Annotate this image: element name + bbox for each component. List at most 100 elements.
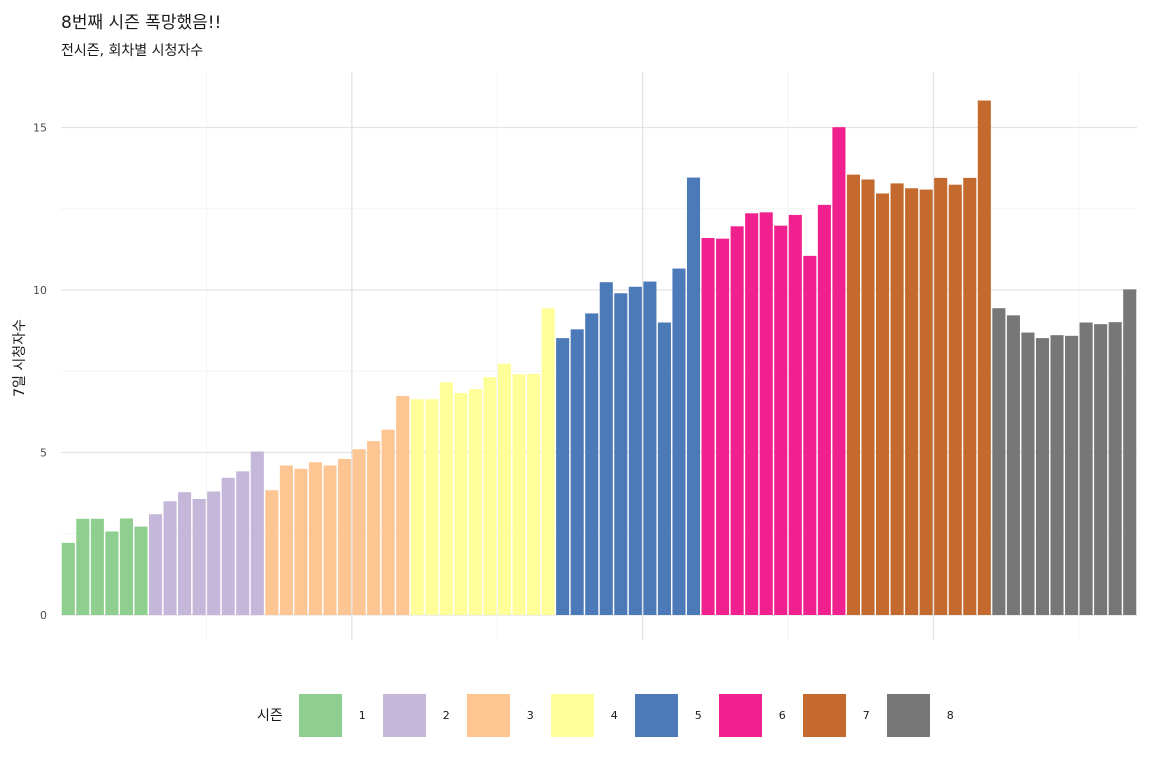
bar <box>628 286 642 615</box>
bar <box>178 492 192 615</box>
bar <box>788 214 802 616</box>
legend-label: 5 <box>694 708 702 722</box>
y-axis-label: 7일 시청자수 <box>12 319 28 397</box>
bar <box>352 449 366 615</box>
bar <box>294 468 308 615</box>
bar <box>905 188 919 615</box>
bar <box>1123 289 1137 615</box>
bar <box>599 282 613 615</box>
legend-item: 2 <box>382 693 450 737</box>
bar <box>90 518 104 615</box>
bar <box>585 313 599 615</box>
bar <box>861 179 875 615</box>
bar <box>541 308 555 615</box>
legend-item: 4 <box>550 693 618 737</box>
legend-label: 8 <box>946 708 954 722</box>
legend-label: 2 <box>442 708 450 722</box>
bar <box>759 212 773 615</box>
bar <box>730 226 744 616</box>
bar <box>890 183 904 615</box>
bar <box>76 518 90 615</box>
bar <box>207 491 221 615</box>
legend-key <box>802 693 846 737</box>
bar <box>672 268 686 615</box>
bar <box>527 373 541 615</box>
legend-item: 1 <box>298 693 366 737</box>
bar <box>977 100 991 615</box>
legend-label: 6 <box>778 708 786 722</box>
legend-key <box>550 693 594 737</box>
bar <box>701 238 715 615</box>
bar <box>308 462 323 615</box>
legend-item: 5 <box>634 693 702 737</box>
bar <box>832 127 846 616</box>
bar <box>497 363 512 615</box>
legend-item: 7 <box>802 693 870 737</box>
bar-chart: 0 5 10 15 7일 시청자수 <box>12 72 1137 640</box>
bar <box>396 395 410 615</box>
y-tick-label: 10 <box>33 284 47 297</box>
bar <box>992 308 1006 615</box>
bar <box>367 441 381 615</box>
bar <box>657 322 671 615</box>
bar <box>1094 324 1108 615</box>
legend-label: 3 <box>526 708 534 722</box>
bar <box>846 174 861 615</box>
bar <box>934 177 948 615</box>
bar <box>134 526 148 615</box>
bar <box>250 451 264 615</box>
bar <box>221 477 235 615</box>
bar <box>1065 335 1079 615</box>
bar <box>279 465 293 615</box>
bar <box>1035 338 1050 615</box>
bar <box>948 184 962 615</box>
legend-key <box>466 693 510 737</box>
bars <box>61 100 1137 616</box>
bar <box>265 490 279 615</box>
bar <box>148 514 163 615</box>
bar <box>454 393 468 615</box>
bar <box>483 377 497 615</box>
legend-label: 1 <box>358 708 366 722</box>
chart-subtitle: 전시즌, 회차별 시청자수 <box>61 43 204 59</box>
legend-label: 7 <box>862 708 870 722</box>
y-tick-label: 5 <box>40 447 47 460</box>
y-tick-label: 0 <box>40 609 47 622</box>
bar <box>919 189 933 615</box>
bar <box>1079 322 1093 615</box>
bar <box>1108 322 1122 615</box>
chart-title: 8번째 시즌 폭망했음!! <box>61 13 222 33</box>
bar <box>410 399 424 615</box>
legend-items: 1 2 3 4 5 6 7 8 <box>298 693 971 737</box>
legend-item: 3 <box>466 693 534 737</box>
legend-key <box>886 693 930 737</box>
bar <box>105 531 119 615</box>
bar <box>236 471 250 615</box>
bar <box>803 255 817 615</box>
bar <box>323 465 337 615</box>
bar <box>163 501 177 615</box>
legend-title: 시즌 <box>257 708 283 724</box>
bar <box>774 225 788 615</box>
legend-key <box>298 693 342 737</box>
bar <box>963 177 977 615</box>
legend-label: 4 <box>610 708 618 722</box>
bar <box>570 329 584 615</box>
bar <box>1050 335 1064 615</box>
bar <box>1021 332 1035 615</box>
bar <box>381 429 395 615</box>
legend-key <box>634 693 678 737</box>
bar <box>875 193 890 615</box>
bar <box>745 213 759 616</box>
bar <box>556 338 570 615</box>
bar <box>61 542 75 615</box>
bar <box>337 459 352 615</box>
y-axis-ticks: 0 5 10 15 <box>33 122 47 623</box>
bar <box>643 281 657 615</box>
bar <box>468 389 482 615</box>
legend-key <box>718 693 762 737</box>
legend-item: 8 <box>886 693 954 737</box>
legend-key <box>382 693 426 737</box>
bar <box>1006 315 1020 615</box>
bar <box>439 382 453 615</box>
